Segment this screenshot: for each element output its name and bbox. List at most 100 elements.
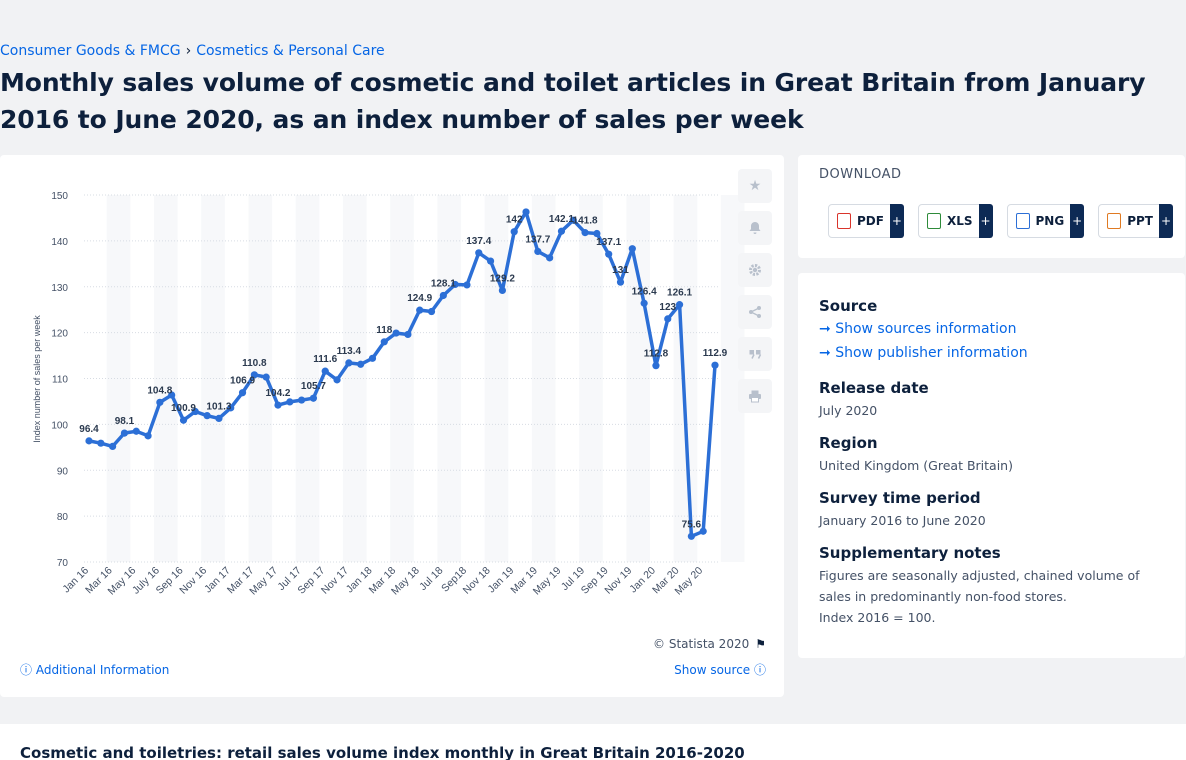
data-label: 112.9 xyxy=(703,348,728,359)
data-point xyxy=(85,437,93,445)
data-point xyxy=(345,359,353,367)
data-point xyxy=(557,227,566,235)
supplementary-notes-heading: Supplementary notes xyxy=(819,544,1001,562)
download-pdf-button[interactable]: PDF + xyxy=(828,204,904,238)
quote-icon[interactable] xyxy=(738,337,772,371)
related-statistic-title: Cosmetic and toiletries: retail sales vo… xyxy=(20,744,745,760)
download-png-label: PNG xyxy=(1035,214,1065,228)
data-point xyxy=(286,398,294,406)
supplementary-notes-index: Index 2016 = 100. xyxy=(819,610,936,625)
data-point xyxy=(238,389,247,397)
y-tick-label: 140 xyxy=(51,237,68,248)
print-icon[interactable] xyxy=(738,379,772,413)
data-point xyxy=(227,404,235,412)
data-label: 98.1 xyxy=(115,416,135,427)
x-tick-label: Nov 19 xyxy=(602,565,634,597)
data-label: 126.4 xyxy=(632,286,657,297)
data-label: 112.8 xyxy=(644,349,669,360)
supplementary-notes-value: Figures are seasonally adjusted, chained… xyxy=(819,568,1140,604)
y-tick-label: 130 xyxy=(51,283,68,294)
download-ppt-button[interactable]: PPT + xyxy=(1098,204,1173,238)
data-point xyxy=(534,247,542,256)
chart-tools: ★ xyxy=(738,169,772,421)
data-point xyxy=(593,229,601,238)
data-label: 129.2 xyxy=(490,273,515,284)
data-label: 104.8 xyxy=(147,385,172,396)
data-label: 100.9 xyxy=(171,403,196,414)
additional-info-link[interactable]: ⓘ Additional Information xyxy=(20,661,169,678)
data-point xyxy=(640,299,648,307)
data-point xyxy=(439,291,447,300)
data-point xyxy=(144,432,152,440)
data-point xyxy=(156,398,164,406)
data-label: 123 xyxy=(659,302,676,313)
chart-card: 70 80 90 100 110 120 130 140 150 Index number of … xyxy=(0,155,784,697)
column-band xyxy=(720,195,745,562)
data-point xyxy=(569,216,577,224)
download-card: DOWNLOAD PDF + XLS + PNG + PPT + xyxy=(798,155,1185,258)
data-point xyxy=(309,394,318,402)
show-publisher-label: Show publisher information xyxy=(835,345,1028,361)
pdf-file-icon xyxy=(837,213,851,229)
data-point xyxy=(711,361,719,369)
show-publisher-link[interactable]: ➞ Show publisher information xyxy=(819,345,1028,361)
data-label: 106.9 xyxy=(230,376,255,387)
data-label: 141.8 xyxy=(573,216,598,227)
column-band xyxy=(437,195,462,562)
data-point xyxy=(581,229,589,237)
data-point xyxy=(522,208,530,216)
data-point xyxy=(628,245,636,253)
info-circle-icon: ⓘ xyxy=(750,663,766,677)
data-label: 128.1 xyxy=(431,278,456,289)
share-icon[interactable] xyxy=(738,295,772,329)
column-band xyxy=(626,195,651,562)
breadcrumb-consumer-goods[interactable]: Consumer Goods & FMCG xyxy=(0,43,181,59)
data-point xyxy=(605,250,613,258)
favorite-star-icon[interactable]: ★ xyxy=(738,169,772,203)
ppt-file-icon xyxy=(1107,213,1122,229)
show-source-link[interactable]: Show source ⓘ xyxy=(674,661,766,678)
data-point xyxy=(333,376,341,384)
show-sources-link[interactable]: ➞ Show sources information xyxy=(819,321,1016,337)
breadcrumb-cosmetics[interactable]: Cosmetics & Personal Care xyxy=(196,43,385,59)
y-tick-label: 90 xyxy=(57,466,69,477)
data-label: 142.1 xyxy=(549,214,574,225)
download-xls-button[interactable]: XLS + xyxy=(917,204,993,238)
release-date-heading: Release date xyxy=(819,379,929,397)
download-title: DOWNLOAD xyxy=(819,167,902,182)
data-point xyxy=(427,307,436,316)
data-point xyxy=(498,286,506,295)
download-png-button[interactable]: PNG + xyxy=(1006,204,1085,238)
copyright[interactable]: © Statista 2020 ⚑ xyxy=(653,637,766,651)
y-tick-label: 150 xyxy=(51,191,68,202)
info-circle-icon: ⓘ xyxy=(20,663,36,677)
y-tick-label: 80 xyxy=(57,512,69,523)
data-point xyxy=(120,429,129,437)
xls-file-icon xyxy=(926,213,941,229)
release-date-value: July 2020 xyxy=(819,403,878,418)
data-point xyxy=(368,354,377,362)
settings-gear-icon[interactable] xyxy=(738,253,772,287)
y-axis-label: Index number of sales per week xyxy=(32,315,42,443)
data-point xyxy=(132,427,140,435)
data-point xyxy=(486,257,495,265)
x-tick-label: Nov 16 xyxy=(177,565,209,597)
related-statistic-card: Cosmetic and toiletries: retail sales vo… xyxy=(0,724,1186,760)
data-label: 101.3 xyxy=(206,401,231,412)
data-point xyxy=(380,338,388,346)
column-band xyxy=(106,195,131,562)
plus-icon: + xyxy=(1070,204,1085,238)
data-point xyxy=(463,281,471,289)
y-tick-label: 120 xyxy=(51,329,68,340)
data-point xyxy=(109,442,117,450)
data-point xyxy=(416,306,424,314)
notification-bell-icon[interactable] xyxy=(738,211,772,245)
data-point xyxy=(546,254,554,262)
data-point xyxy=(298,396,306,404)
data-point xyxy=(699,527,707,535)
page-title: Monthly sales volume of cosmetic and toi… xyxy=(0,68,1146,134)
region-heading: Region xyxy=(819,434,878,452)
arrow-right-icon: ➞ xyxy=(819,345,836,361)
data-label: 104.2 xyxy=(265,388,290,399)
plus-icon: + xyxy=(889,204,904,238)
